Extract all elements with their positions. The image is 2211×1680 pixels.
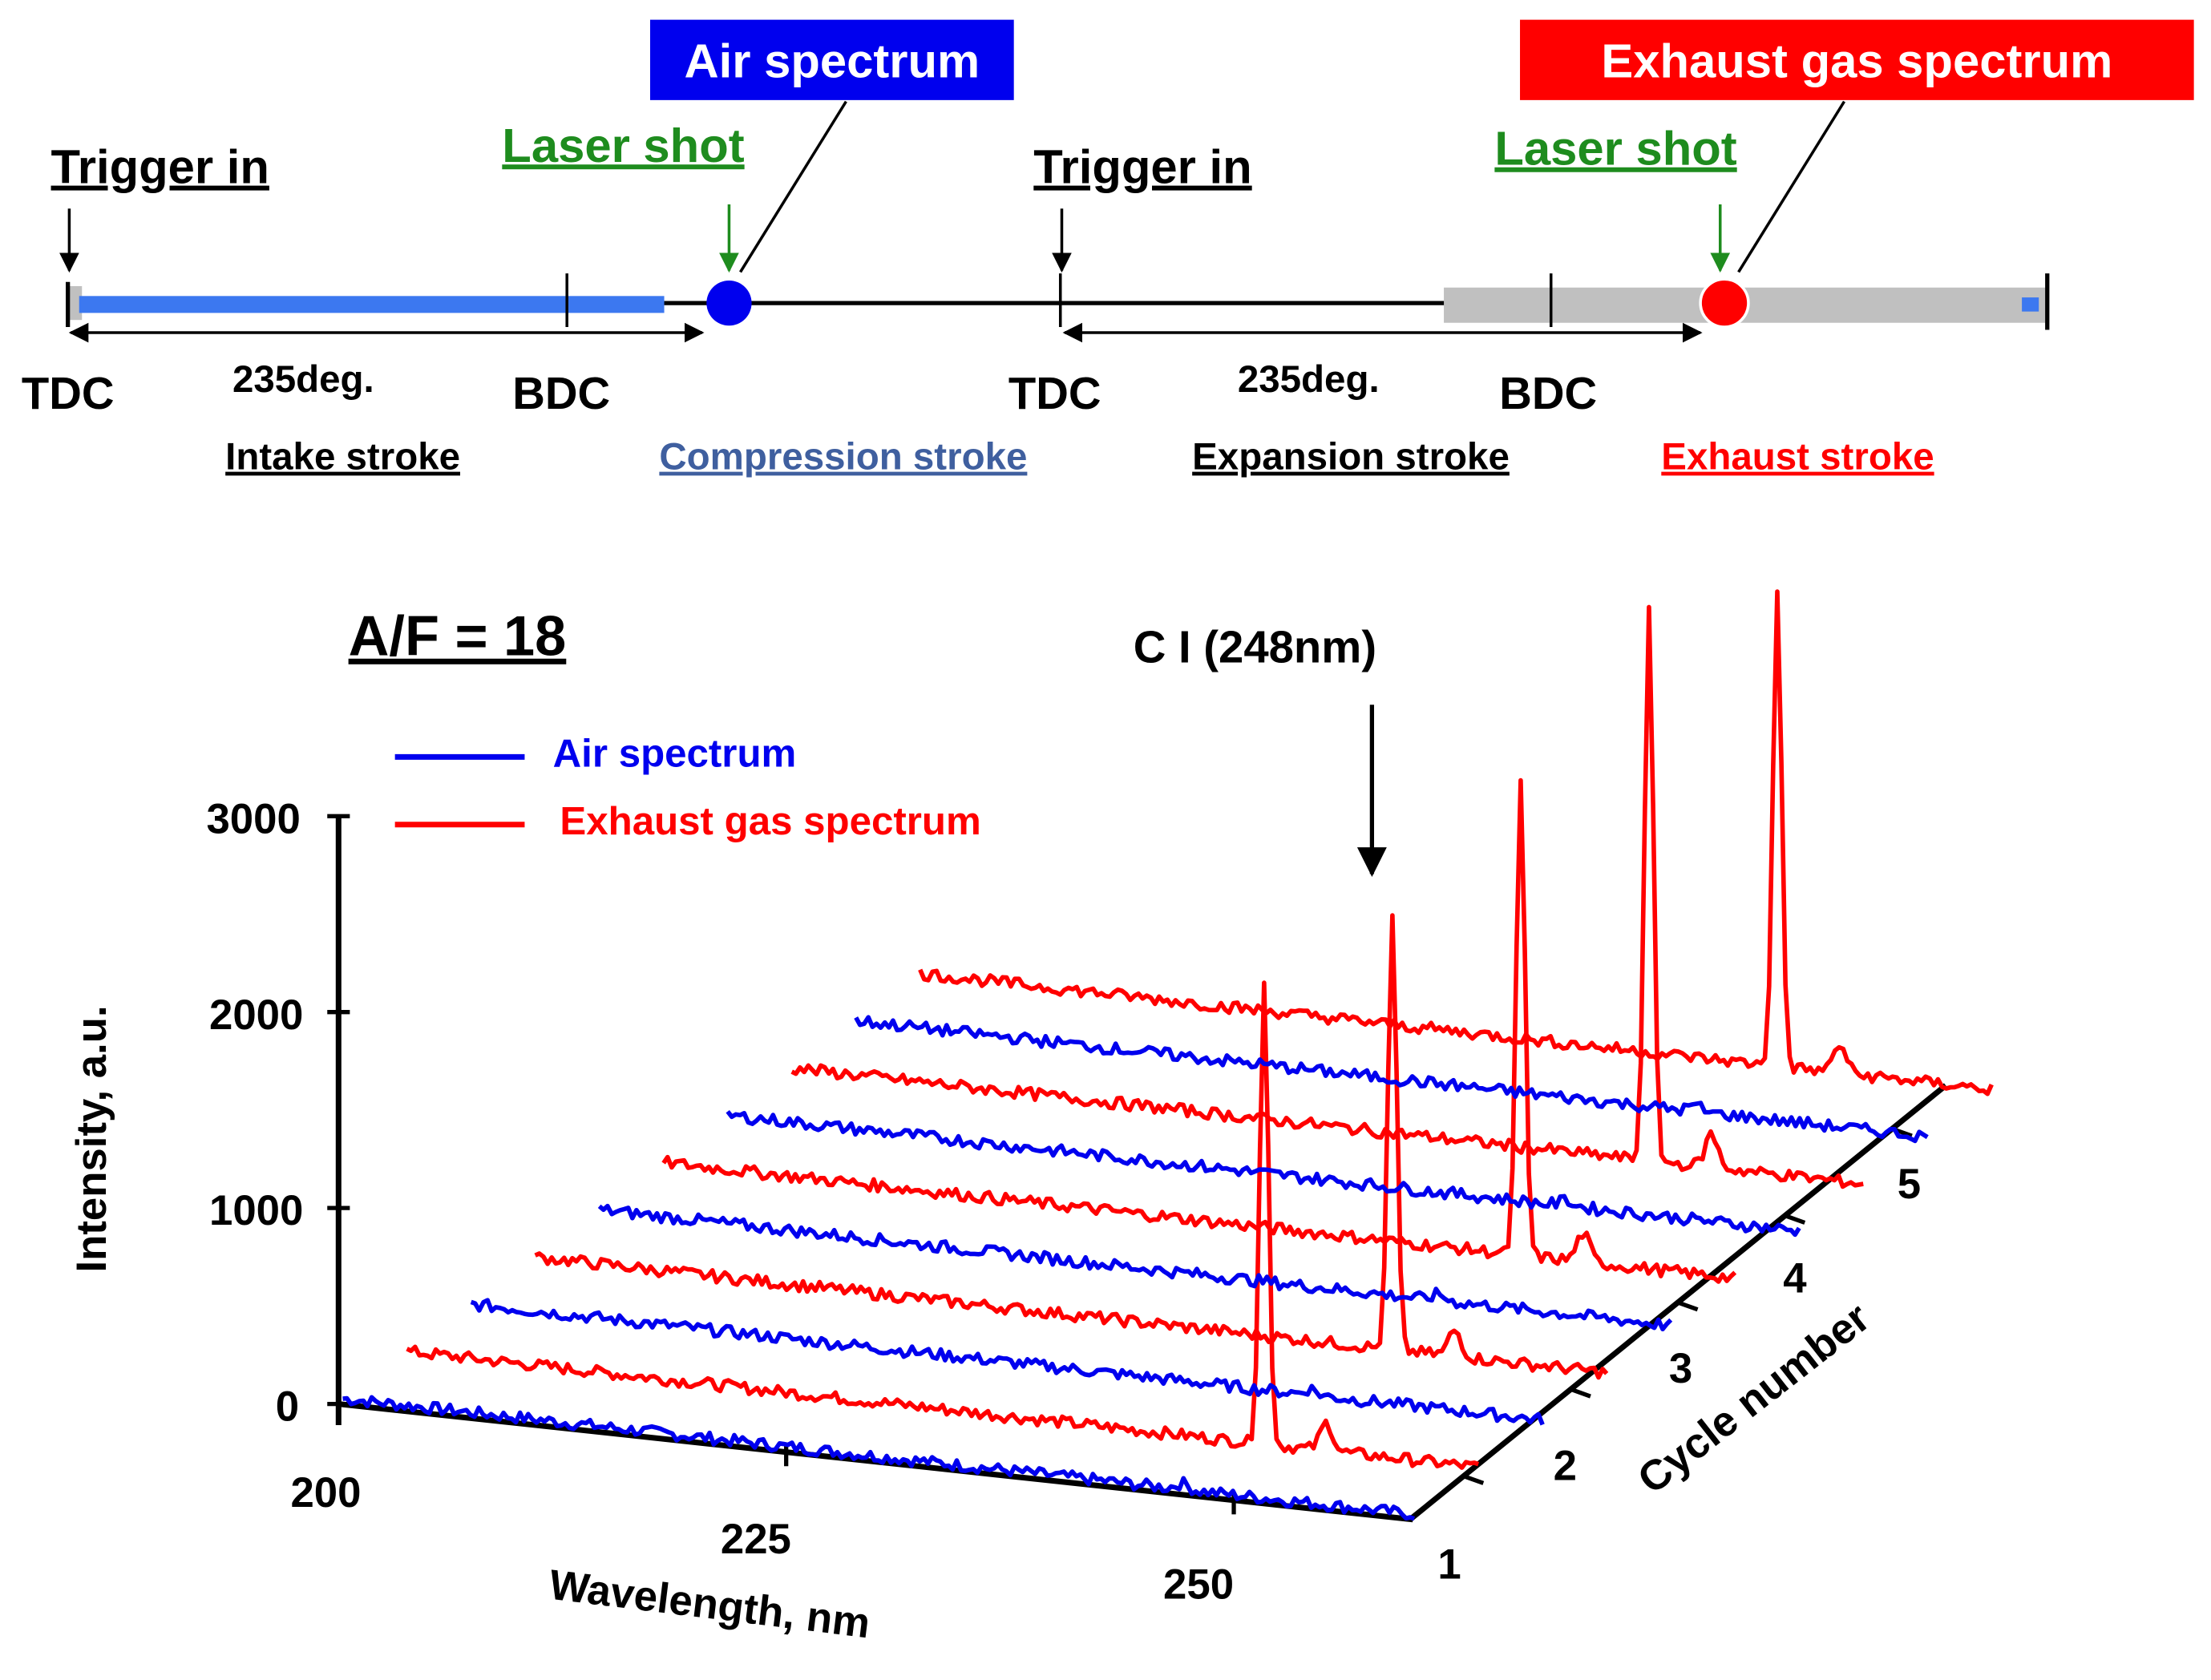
x-axis-label: Wavelength, nm xyxy=(547,1561,873,1648)
trigger-in-label-1: Trigger in xyxy=(51,140,269,194)
z-tick-mark-4 xyxy=(1784,1214,1806,1225)
laser-shot-label-2: Laser shot xyxy=(1494,122,1736,176)
z-tick-mark-3 xyxy=(1677,1300,1699,1312)
exhaust-spectrum-cycle-2 xyxy=(534,913,1609,1380)
stroke-expansion: Expansion stroke xyxy=(1192,436,1510,479)
tdc-label-1: TDC xyxy=(22,368,115,418)
y-tick-1000: 1000 xyxy=(209,1187,303,1234)
span-label-2: 235deg. xyxy=(1238,358,1380,401)
exhaust-laser-dot xyxy=(1699,277,1750,329)
z-tick-5: 5 xyxy=(1898,1161,1921,1208)
z-tick-2: 2 xyxy=(1554,1443,1577,1490)
laser-shot-label-1: Laser shot xyxy=(502,119,744,172)
stroke-compression: Compression stroke xyxy=(659,436,1027,479)
exhaust-spectrum-cycle-1 xyxy=(406,980,1480,1470)
legend-exhaust-label: Exhaust gas spectrum xyxy=(560,799,980,843)
z-tick-mark-1 xyxy=(1462,1474,1485,1485)
axis-ticks xyxy=(327,814,1913,1515)
air-spectrum-cycle-3 xyxy=(597,1203,1673,1332)
chart: A/F = 18 Air spectrum Exhaust gas spectr… xyxy=(68,589,1994,1648)
bdc-label-2: BDC xyxy=(1499,368,1597,418)
z-tick-1: 1 xyxy=(1437,1541,1461,1589)
z-tick-mark-2 xyxy=(1570,1387,1591,1399)
x-tick-250: 250 xyxy=(1163,1561,1234,1608)
series-group xyxy=(342,589,1994,1521)
x-tick-225: 225 xyxy=(721,1516,791,1563)
z-tick-4: 4 xyxy=(1783,1255,1807,1302)
tdc-grey-stub xyxy=(67,286,83,321)
intake-bar xyxy=(79,296,665,313)
peak-annotation: C I (248nm) xyxy=(1134,622,1376,672)
y-tick-2000: 2000 xyxy=(209,991,303,1039)
y-axis-label: Intensity, a.u. xyxy=(68,1005,115,1272)
exhaust-spectrum-box-label: Exhaust gas spectrum xyxy=(1601,34,2112,88)
air-laser-dot xyxy=(706,280,752,326)
air-spectrum-box-label: Air spectrum xyxy=(684,34,980,88)
y-tick-0: 0 xyxy=(276,1383,299,1431)
stroke-exhaust: Exhaust stroke xyxy=(1661,436,1934,479)
timeline: Air spectrum Exhaust gas spectrum Trigge… xyxy=(22,19,2194,479)
stroke-intake: Intake stroke xyxy=(225,436,460,479)
tdc-label-2: TDC xyxy=(1008,368,1101,418)
end-blue-mark xyxy=(2022,297,2039,312)
x-tick-200: 200 xyxy=(290,1469,361,1516)
air-spectrum-box xyxy=(649,19,1014,100)
air-spectrum-cycle-4 xyxy=(726,1109,1801,1238)
exhaust-spectrum-cycle-4 xyxy=(790,604,1864,1189)
span-label-1: 235deg. xyxy=(232,358,374,401)
air-spectrum-cycle-1 xyxy=(342,1395,1416,1521)
trigger-in-label-2: Trigger in xyxy=(1033,140,1251,194)
z-tick-3: 3 xyxy=(1669,1345,1692,1392)
exhaust-spectrum-cycle-3 xyxy=(661,777,1737,1284)
air-spectrum-cycle-2 xyxy=(470,1298,1545,1426)
air-spectrum-cycle-5 xyxy=(854,1015,1929,1144)
exhaust-spectrum-cycle-5 xyxy=(918,589,1994,1096)
y-tick-3000: 3000 xyxy=(206,795,300,842)
exhaust-spectrum-box xyxy=(1520,19,2194,100)
air-callout-line xyxy=(739,100,847,273)
exhaust-callout-line xyxy=(1737,100,1846,273)
legend-air-label: Air spectrum xyxy=(553,732,797,776)
bdc-label-1: BDC xyxy=(512,368,610,418)
chart-title: A/F = 18 xyxy=(349,604,567,668)
